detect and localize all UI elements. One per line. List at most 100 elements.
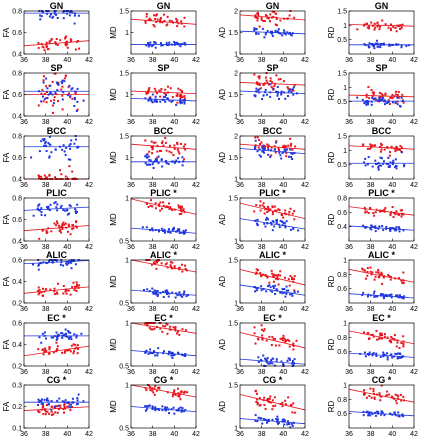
- fit-line-blue: [130, 289, 197, 296]
- y-tick-label: 0.6: [337, 286, 347, 293]
- data-point-blue: [293, 358, 296, 361]
- data-point-blue: [55, 338, 58, 341]
- data-point-blue: [384, 100, 387, 103]
- data-point-red: [260, 145, 263, 148]
- data-point-red: [153, 261, 156, 264]
- data-point-blue: [253, 147, 256, 150]
- data-point-blue: [368, 42, 371, 45]
- data-point-blue: [291, 152, 294, 155]
- data-point-blue: [56, 89, 59, 92]
- data-point-red: [48, 352, 51, 355]
- data-point-blue: [49, 84, 52, 87]
- data-point-red: [263, 19, 266, 22]
- data-point-red: [289, 137, 292, 140]
- data-point-red: [144, 21, 147, 24]
- fit-line-red: [23, 345, 90, 357]
- data-point-red: [389, 276, 392, 279]
- data-point-blue: [270, 149, 273, 152]
- data-point-red: [45, 229, 48, 232]
- data-point-red: [254, 389, 257, 392]
- data-point-red: [381, 94, 384, 97]
- data-point-blue: [258, 154, 261, 157]
- x-tick-label: 38: [149, 57, 157, 64]
- data-point-red: [180, 212, 183, 215]
- data-point-red: [266, 399, 269, 402]
- data-point-blue: [39, 14, 42, 17]
- panel-title: SP: [157, 63, 169, 73]
- data-point-blue: [276, 420, 279, 423]
- data-point-blue: [267, 285, 270, 288]
- data-point-red: [389, 29, 392, 32]
- x-tick-label: 36: [127, 244, 135, 251]
- data-point-blue: [179, 294, 182, 297]
- data-point-red: [156, 156, 159, 159]
- fit-line-red: [130, 143, 197, 150]
- data-point-red: [289, 207, 292, 210]
- data-point-blue: [64, 399, 67, 402]
- data-point-blue: [149, 348, 152, 351]
- axes-box: [348, 197, 415, 242]
- fit-line-red: [239, 202, 306, 220]
- data-point-blue: [267, 148, 270, 151]
- data-point-blue: [184, 229, 187, 232]
- data-point-blue: [69, 406, 72, 409]
- axes-box: [348, 384, 415, 429]
- data-point-red: [160, 88, 163, 91]
- data-point-red: [288, 284, 291, 287]
- data-point-blue: [40, 211, 43, 214]
- data-point-blue: [290, 152, 293, 155]
- data-point-red: [148, 17, 151, 20]
- data-point-blue: [395, 226, 398, 229]
- data-point-red: [256, 81, 259, 84]
- data-point-blue: [272, 287, 275, 290]
- data-point-blue: [167, 228, 170, 231]
- data-point-red: [45, 350, 48, 353]
- data-point-red: [262, 329, 265, 332]
- data-point-blue: [380, 164, 383, 167]
- data-point-blue: [65, 146, 68, 149]
- data-point-red: [72, 343, 75, 346]
- y-axis-label: MD: [109, 26, 118, 39]
- data-point-blue: [374, 97, 377, 100]
- data-point-blue: [47, 206, 50, 209]
- fit-line-red: [130, 198, 197, 215]
- data-point-red: [42, 79, 45, 82]
- fit-line-blue: [130, 97, 197, 102]
- data-point-blue: [69, 147, 72, 150]
- data-point-blue: [258, 91, 261, 94]
- data-point-red: [377, 269, 380, 272]
- data-point-red: [172, 154, 175, 157]
- data-point-blue: [271, 229, 274, 232]
- x-tick-label: 36: [20, 244, 28, 251]
- data-point-red: [66, 349, 69, 352]
- data-point-blue: [47, 399, 50, 402]
- data-point-blue: [70, 267, 73, 270]
- data-point-red: [288, 210, 291, 213]
- data-point-blue: [76, 100, 79, 103]
- data-point-red: [378, 393, 381, 396]
- data-point-red: [65, 44, 68, 47]
- data-point-red: [73, 350, 76, 353]
- data-point-blue: [48, 135, 51, 138]
- data-point-red: [278, 209, 281, 212]
- data-point-red: [380, 148, 383, 151]
- data-point-red: [268, 401, 271, 404]
- data-point-red: [268, 20, 271, 23]
- data-point-blue: [264, 357, 267, 360]
- data-point-red: [70, 344, 73, 347]
- data-point-red: [370, 396, 373, 399]
- x-tick-label: 40: [63, 431, 71, 438]
- data-point-blue: [263, 147, 266, 150]
- data-point-red: [402, 213, 405, 216]
- data-point-blue: [254, 139, 257, 142]
- data-point-red: [383, 333, 386, 336]
- data-point-red: [37, 289, 40, 292]
- data-point-blue: [261, 422, 264, 425]
- data-point-blue: [170, 352, 173, 355]
- data-point-blue: [265, 421, 268, 424]
- data-point-blue: [255, 87, 258, 90]
- data-point-blue: [259, 155, 262, 158]
- data-point-red: [181, 328, 184, 331]
